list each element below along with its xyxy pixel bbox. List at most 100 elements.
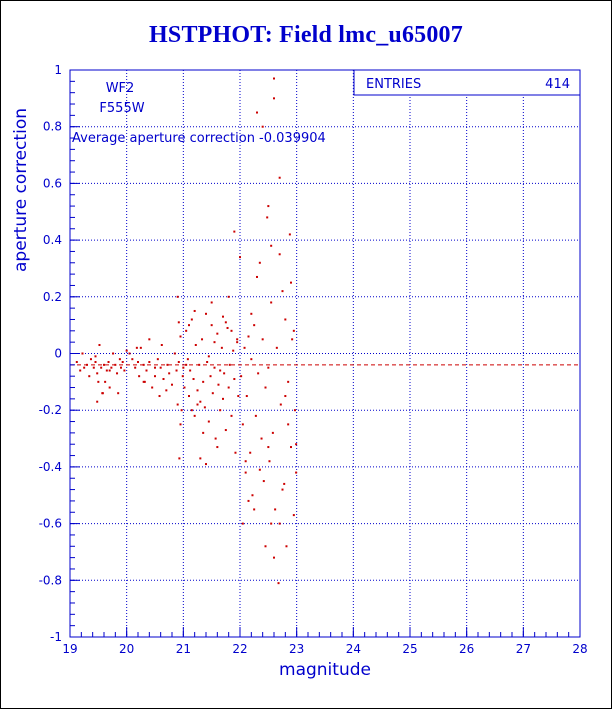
data-point xyxy=(206,361,209,364)
data-point xyxy=(117,392,120,395)
data-point xyxy=(278,522,281,525)
data-point xyxy=(103,363,105,366)
data-point xyxy=(156,358,159,361)
data-point xyxy=(247,335,250,338)
data-point xyxy=(94,361,97,364)
data-point xyxy=(274,508,277,511)
data-point xyxy=(193,414,196,417)
data-point xyxy=(290,281,292,284)
data-point xyxy=(270,522,273,525)
data-point xyxy=(183,386,186,389)
data-point xyxy=(273,77,275,80)
data-point xyxy=(241,522,244,525)
data-point xyxy=(245,395,248,398)
data-point xyxy=(287,423,290,426)
data-point xyxy=(88,375,91,378)
filter-label: F555W xyxy=(99,101,144,116)
data-point xyxy=(278,253,281,256)
data-point xyxy=(227,386,230,389)
data-point xyxy=(241,423,244,426)
data-point xyxy=(177,321,180,324)
data-point xyxy=(292,329,295,332)
data-point xyxy=(273,97,275,100)
data-point xyxy=(194,343,197,346)
data-point xyxy=(118,358,121,361)
data-point xyxy=(176,403,179,406)
data-point xyxy=(142,363,145,366)
data-point xyxy=(261,125,264,128)
x-tick-label: 27 xyxy=(516,642,531,656)
data-point xyxy=(219,409,222,412)
data-point xyxy=(96,400,99,403)
data-point xyxy=(154,366,156,369)
data-point xyxy=(273,556,275,559)
data-point xyxy=(278,176,281,179)
data-point xyxy=(207,355,210,358)
data-point xyxy=(227,295,230,298)
data-point xyxy=(270,244,273,247)
stats-entries-label: ENTRIES xyxy=(366,77,421,92)
data-point xyxy=(116,372,119,375)
data-point xyxy=(209,375,212,378)
data-point xyxy=(251,494,254,497)
data-point xyxy=(213,341,216,344)
data-point xyxy=(104,380,107,383)
data-point xyxy=(207,420,210,423)
data-point xyxy=(138,375,141,378)
data-point xyxy=(105,369,108,372)
y-tick-label: -0.6 xyxy=(39,517,62,531)
data-point xyxy=(92,366,95,369)
data-point xyxy=(216,446,219,449)
data-point xyxy=(266,216,269,219)
data-point xyxy=(267,205,270,208)
data-point xyxy=(228,363,231,366)
data-point xyxy=(230,414,233,417)
data-point xyxy=(233,378,236,381)
y-tick-label: -0.8 xyxy=(39,573,62,587)
data-point xyxy=(83,366,86,369)
data-point xyxy=(214,437,217,440)
data-point xyxy=(108,369,111,372)
data-point xyxy=(220,346,223,349)
data-point xyxy=(285,545,288,548)
data-point xyxy=(125,349,128,352)
data-point xyxy=(112,352,115,355)
camera-label: WF2 xyxy=(106,81,135,96)
data-point xyxy=(199,400,202,403)
data-point xyxy=(205,312,207,315)
y-tick-label: 0.4 xyxy=(43,233,62,247)
data-point xyxy=(205,463,207,466)
data-point xyxy=(175,369,178,372)
y-tick-label: 0.6 xyxy=(43,176,62,190)
data-point xyxy=(202,380,205,383)
data-point xyxy=(267,366,270,369)
data-point xyxy=(203,406,206,409)
data-point xyxy=(244,460,247,463)
data-point xyxy=(234,451,237,454)
data-point xyxy=(262,480,265,483)
data-point xyxy=(101,392,104,395)
data-point xyxy=(79,369,82,372)
grid xyxy=(70,70,580,637)
y-tick-label: 0.8 xyxy=(43,120,62,134)
data-point xyxy=(288,233,291,236)
data-point xyxy=(107,361,110,364)
data-point xyxy=(185,329,188,332)
data-point xyxy=(233,230,236,233)
data-point xyxy=(256,275,258,278)
data-point xyxy=(254,414,257,417)
data-point xyxy=(108,386,111,389)
x-tick-label: 19 xyxy=(62,642,77,656)
data-point xyxy=(128,352,131,355)
data-point xyxy=(253,324,256,327)
data-point xyxy=(171,383,173,386)
points-layer xyxy=(75,77,298,585)
data-point xyxy=(224,321,227,324)
x-axis-title: magnitude xyxy=(279,660,371,680)
data-point xyxy=(213,366,216,369)
data-point xyxy=(178,457,181,460)
data-point xyxy=(256,111,258,114)
data-point xyxy=(260,437,263,440)
data-point xyxy=(216,332,219,335)
